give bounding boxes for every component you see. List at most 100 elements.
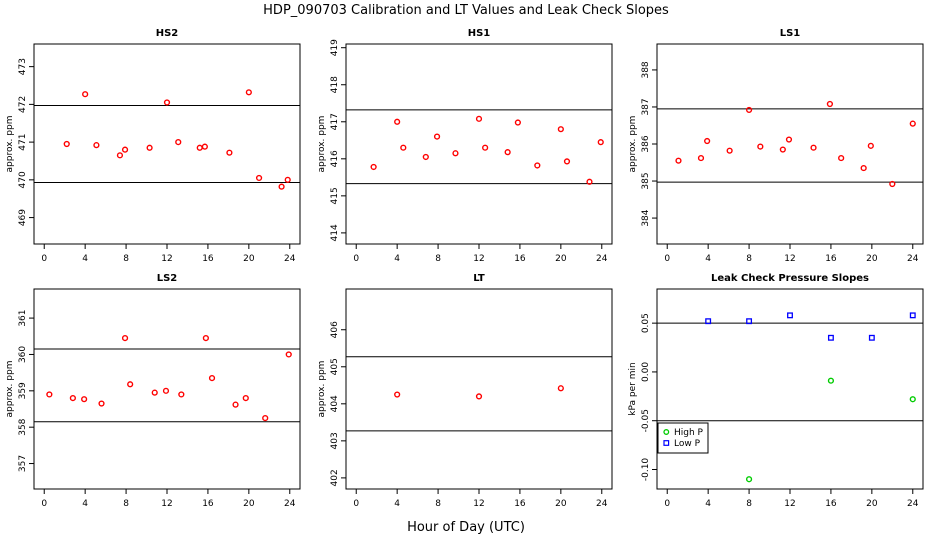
y-tick-label: 386 xyxy=(641,135,651,152)
data-point xyxy=(98,400,105,407)
data-point xyxy=(557,385,564,392)
data-point xyxy=(262,414,269,422)
y-tick-label: 470 xyxy=(18,171,28,188)
y-axis-label: approx. ppm xyxy=(317,361,327,418)
plot-frame xyxy=(656,43,924,245)
data-point xyxy=(826,100,834,108)
data-point xyxy=(597,139,604,146)
x-tick-label: 8 xyxy=(746,254,752,264)
data-point xyxy=(242,394,249,402)
data-point xyxy=(675,157,682,164)
x-tick-label: 16 xyxy=(514,499,526,509)
y-tick-label: 405 xyxy=(330,358,340,375)
data-point xyxy=(909,396,916,403)
data-point xyxy=(82,91,89,98)
x-tick-label: 16 xyxy=(825,254,837,264)
x-tick-label: 0 xyxy=(664,254,670,264)
data-point xyxy=(245,89,252,96)
data-point xyxy=(400,144,407,151)
y-tick-label: 473 xyxy=(18,58,28,75)
y-tick-label: 415 xyxy=(330,187,340,204)
data-point xyxy=(867,142,874,149)
legend-box xyxy=(657,422,709,454)
data-point xyxy=(255,174,263,182)
chart-panel-4: LT 0 4 8 12 16 20 24 402 403 404 405 406 approx. ppm xyxy=(317,273,613,509)
y-tick-label: 358 xyxy=(18,418,28,435)
data-point xyxy=(482,144,489,151)
legend-marker xyxy=(663,440,670,446)
figure-title: HDP_090703 Calibration and LT Values and… xyxy=(263,3,669,18)
x-tick-label: 24 xyxy=(596,499,608,509)
y-tick-label: 414 xyxy=(330,224,340,241)
data-point xyxy=(151,389,158,396)
x-axis-label: Hour of Day (UTC) xyxy=(407,520,525,535)
data-point xyxy=(127,381,134,388)
x-tick-label: 4 xyxy=(82,254,88,264)
x-tick-label: 20 xyxy=(866,499,878,509)
x-tick-label: 24 xyxy=(907,499,919,509)
data-point xyxy=(46,391,53,398)
x-tick-label: 0 xyxy=(41,254,47,264)
data-point xyxy=(201,143,208,150)
panel-title: Leak Check Pressure Slopes xyxy=(711,273,869,284)
x-tick-label: 4 xyxy=(705,254,711,264)
data-point xyxy=(475,115,483,122)
x-tick-label: 0 xyxy=(41,499,47,509)
chart-panel-1: HS1 0 4 8 12 16 20 24 414 415 416 417 418 419 approx. … xyxy=(317,28,613,264)
data-point xyxy=(726,147,733,154)
data-point xyxy=(284,176,291,183)
x-tick-label: 8 xyxy=(123,499,129,509)
y-tick-label: 0.00 xyxy=(641,362,651,382)
data-point xyxy=(433,133,441,140)
y-tick-label: 404 xyxy=(330,395,340,412)
y-tick-label: 359 xyxy=(18,382,28,399)
panel-title: HS1 xyxy=(468,28,491,39)
data-point xyxy=(226,149,233,156)
data-point xyxy=(475,393,483,400)
panel-title: LS2 xyxy=(157,273,178,284)
y-tick-label: 418 xyxy=(330,76,340,93)
legend-marker xyxy=(663,429,670,435)
x-tick-label: 16 xyxy=(825,499,837,509)
data-point xyxy=(827,334,834,341)
y-tick-label: 417 xyxy=(330,113,340,130)
panel-title: LT xyxy=(473,273,485,284)
x-tick-label: 24 xyxy=(596,254,608,264)
x-tick-label: 4 xyxy=(394,499,400,509)
data-point xyxy=(69,394,76,402)
y-axis-label: approx. ppm xyxy=(317,116,327,173)
y-tick-label: 402 xyxy=(330,469,340,486)
x-tick-label: 4 xyxy=(705,499,711,509)
chart-panel-3: LS2 0 4 8 12 16 20 24 357 358 359 360 361 approx. ppm xyxy=(5,273,301,509)
panel-title: HS2 xyxy=(156,28,179,39)
y-tick-label: 419 xyxy=(330,39,340,56)
data-point xyxy=(557,126,564,133)
data-point xyxy=(370,163,377,171)
y-axis-label: approx. ppm xyxy=(5,116,15,173)
x-tick-label: 20 xyxy=(866,254,878,264)
y-axis-label: approx. ppm xyxy=(628,116,638,173)
data-point xyxy=(394,118,401,125)
x-tick-label: 8 xyxy=(435,254,441,264)
data-point xyxy=(63,140,70,148)
data-point xyxy=(422,153,429,161)
data-point xyxy=(232,401,239,408)
data-point xyxy=(504,149,511,156)
data-point xyxy=(909,312,916,319)
y-tick-label: 360 xyxy=(18,346,28,363)
y-tick-label: 472 xyxy=(18,96,28,113)
data-point xyxy=(534,162,541,169)
y-axis-label: kPa per min xyxy=(628,362,638,415)
y-tick-label: 403 xyxy=(330,432,340,449)
x-tick-label: 12 xyxy=(473,254,484,264)
y-tick-label: 471 xyxy=(18,134,28,151)
plot-frame xyxy=(345,288,613,490)
panel-title: LS1 xyxy=(780,28,801,39)
data-point xyxy=(208,374,216,382)
data-point xyxy=(785,136,793,143)
plot-frame xyxy=(345,43,613,245)
data-point xyxy=(162,387,170,394)
y-tick-label: -0.10 xyxy=(641,458,651,482)
data-point xyxy=(202,334,209,342)
